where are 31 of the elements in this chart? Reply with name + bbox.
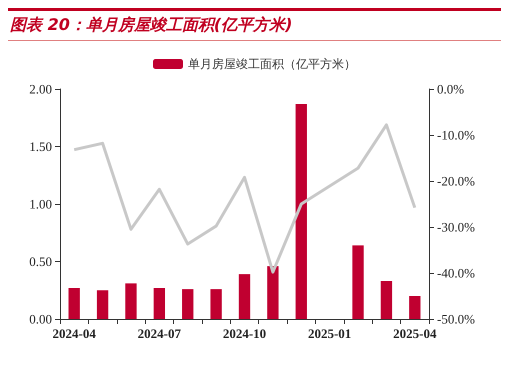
y-tick-label: 0.00 [29,312,52,326]
bar [68,288,80,319]
legend-label: 单月房屋竣工面积（亿平方米） [188,57,356,71]
x-tick-label: 2024-07 [138,326,182,341]
y-tick-label: 1.50 [29,139,52,154]
y-tick-label: 1.00 [29,196,52,212]
y2-tick-label: -10.0% [437,128,476,142]
bar [380,281,392,319]
bar [96,290,108,319]
bar [352,245,364,319]
bar [296,104,307,319]
y2-tick-label: -20.0% [437,174,476,188]
y2-tick-label: -50.0% [437,312,476,326]
bar [210,289,222,319]
y2-tick-label: 0.0% [437,82,464,96]
bar [154,288,166,319]
x-tick-label: 2025-04 [393,326,437,341]
chart-title: 图表 20：单月房屋竣工面积(亿平方米) [8,8,501,41]
y-tick-label: 0.50 [29,254,52,269]
bar [409,296,420,319]
bar [182,289,194,319]
x-tick-label: 2024-10 [222,326,266,341]
line-series [72,123,416,274]
x-tick-label: 2024-04 [52,326,96,341]
y2-tick-label: -30.0% [437,220,476,234]
y2-tick-label: -40.0% [437,266,476,280]
bar [238,274,250,319]
bar [267,266,279,319]
x-tick-label: 2025-01 [308,326,352,341]
y-tick-label: 2.00 [29,82,52,96]
bar [125,283,137,319]
